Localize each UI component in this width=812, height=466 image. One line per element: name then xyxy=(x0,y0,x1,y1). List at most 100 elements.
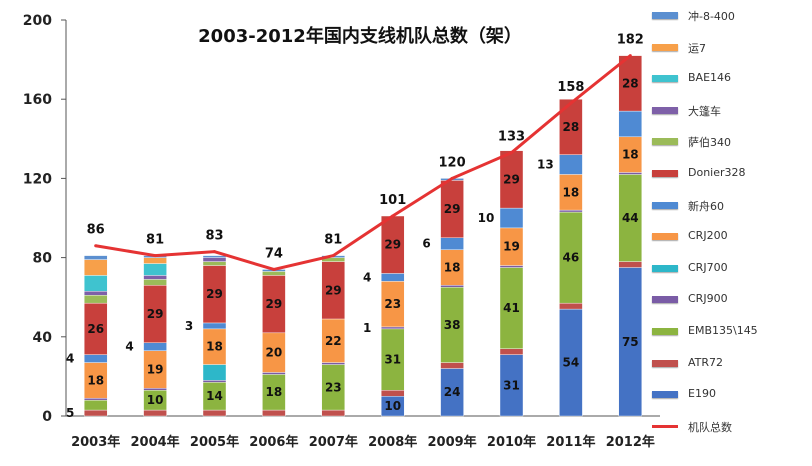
data-label: 18 xyxy=(87,373,104,387)
data-label: 22 xyxy=(325,334,342,348)
total-label: 101 xyxy=(379,193,406,208)
data-label: 54 xyxy=(563,356,580,370)
bar-segment xyxy=(143,279,167,286)
x-tick-label: 2005年 xyxy=(190,434,239,450)
data-label: 4 xyxy=(363,270,371,284)
data-label: 29 xyxy=(147,307,164,321)
bar-segment xyxy=(618,172,642,175)
legend-label: EMB135\145 xyxy=(688,324,758,337)
total-point xyxy=(510,151,513,155)
bar-segment xyxy=(381,273,405,282)
legend-swatch xyxy=(652,170,678,177)
data-label: 38 xyxy=(444,318,461,332)
data-label: 1 xyxy=(363,321,371,335)
bar-segment xyxy=(321,409,345,417)
legend-item: ATR72 xyxy=(648,354,808,374)
legend-swatch xyxy=(652,201,678,209)
data-label: 46 xyxy=(563,251,580,265)
total-point xyxy=(272,267,276,271)
total-point xyxy=(153,254,157,258)
bar-segment xyxy=(618,110,642,138)
legend-label: 机队总数 xyxy=(688,420,732,434)
legend-swatch xyxy=(652,233,678,241)
total-point xyxy=(331,254,335,258)
legend-item: 大篷车 xyxy=(648,101,808,121)
data-label: 29 xyxy=(503,172,520,186)
legend-swatch xyxy=(652,359,678,367)
bar-segment xyxy=(143,275,167,280)
bar-segment xyxy=(381,390,405,397)
data-label: 29 xyxy=(266,297,283,311)
bar-segment xyxy=(202,257,227,262)
legend-label: 新舟60 xyxy=(688,199,724,213)
y-tick-label: 80 xyxy=(33,251,53,267)
data-label: 10 xyxy=(147,393,164,407)
legend-swatch xyxy=(652,296,678,304)
data-label: 23 xyxy=(325,380,342,394)
data-label: 23 xyxy=(384,297,401,311)
data-label: 24 xyxy=(444,385,461,399)
total-label: 83 xyxy=(205,229,223,244)
legend-label: CRJ900 xyxy=(688,292,728,306)
x-tick-label: 2008年 xyxy=(368,434,417,450)
bar-segment xyxy=(202,409,227,417)
bar-segment xyxy=(559,302,583,310)
total-label: 86 xyxy=(87,223,105,238)
bar-segment xyxy=(143,409,167,417)
total-point xyxy=(450,176,454,180)
bar-segment xyxy=(83,291,108,296)
bar-segment xyxy=(143,263,167,276)
total-point xyxy=(391,214,395,218)
bar-segment xyxy=(202,255,227,258)
x-tick-label: 2004年 xyxy=(131,434,180,450)
bar-segment xyxy=(381,326,405,330)
x-tick-label: 2007年 xyxy=(309,434,358,450)
data-label: 31 xyxy=(384,353,401,367)
bar-segment xyxy=(321,362,345,365)
bar-segment xyxy=(202,364,227,381)
total-point xyxy=(94,244,98,248)
data-label: 29 xyxy=(384,238,401,252)
y-tick-label: 200 xyxy=(23,13,52,29)
legend-label: 冲-8-400 xyxy=(688,10,735,23)
total-point xyxy=(213,250,216,254)
legend-swatch xyxy=(652,138,678,146)
data-label: 31 xyxy=(503,378,520,392)
data-label: 41 xyxy=(503,301,520,315)
legend-swatch xyxy=(652,264,678,272)
legend-item: 运7 xyxy=(648,38,808,58)
legend-item: 萨伯340 xyxy=(648,132,808,152)
data-label: 4 xyxy=(125,340,133,354)
bar-segment xyxy=(202,261,227,266)
legend-swatch xyxy=(652,106,678,114)
bar-segment xyxy=(202,380,227,383)
data-label: 19 xyxy=(503,240,520,254)
legend-label: CRJ700 xyxy=(688,260,728,274)
x-tick-label: 2003年 xyxy=(71,434,120,450)
bar-segment xyxy=(143,388,167,391)
legend-item: EMB135\145 xyxy=(648,322,808,342)
bar-segment xyxy=(559,154,583,175)
data-label: 19 xyxy=(147,362,164,376)
total-point xyxy=(628,54,632,58)
bar-segment xyxy=(143,342,167,351)
data-label: 26 xyxy=(87,322,104,336)
legend-item: 冲-8-400 xyxy=(648,6,808,26)
bar-segment xyxy=(83,409,108,417)
data-label: 18 xyxy=(206,340,223,354)
bar-segment xyxy=(262,372,286,375)
bar-segment xyxy=(143,257,167,264)
bar-segment xyxy=(559,209,583,213)
legend-label: CRJ200 xyxy=(688,229,728,243)
data-label: 3 xyxy=(185,319,193,333)
legend-item: E190 xyxy=(648,385,808,405)
bar-segment xyxy=(262,271,286,276)
total-label: 81 xyxy=(324,233,342,248)
bar-segment xyxy=(83,399,108,411)
total-label: 120 xyxy=(439,155,466,170)
legend-item: Donier328 xyxy=(648,164,808,184)
data-label: 44 xyxy=(622,211,639,225)
bar-segment xyxy=(83,354,108,363)
total-label: 74 xyxy=(265,246,283,261)
legend-label: E190 xyxy=(688,387,716,401)
